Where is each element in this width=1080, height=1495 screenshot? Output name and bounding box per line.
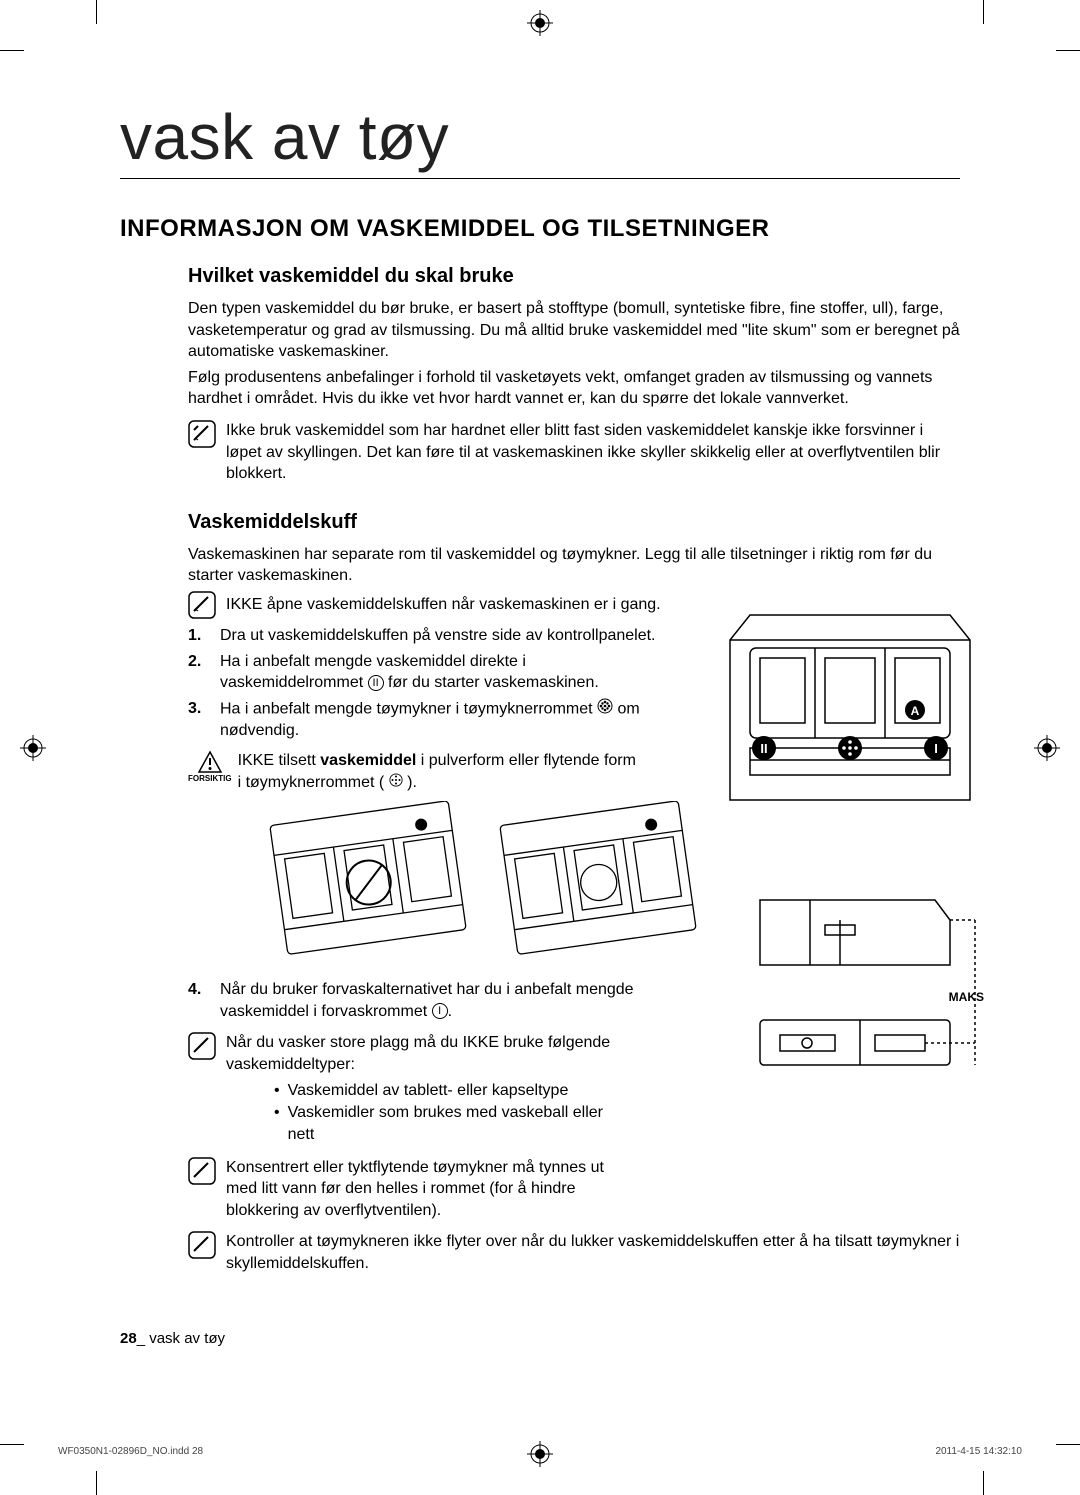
crop-mark — [0, 50, 24, 51]
list-number: 2. — [188, 651, 210, 694]
bullet-icon: • — [274, 1102, 280, 1147]
note-row: Ikke bruk vaskemiddel som har hardnet el… — [188, 420, 960, 485]
paragraph: Følg produsentens anbefalinger i forhold… — [188, 367, 960, 410]
list-number: 1. — [188, 625, 210, 647]
text-span: IKKE tilsett — [238, 752, 321, 769]
section-heading: INFORMASJON OM VASKEMIDDEL OG TILSETNING… — [120, 215, 960, 243]
max-level-illustration: MAKS — [750, 890, 980, 1095]
drawer-usage-illustration — [260, 801, 710, 971]
list-number: 4. — [188, 979, 210, 1022]
max-label: MAKS — [949, 990, 984, 1004]
text-span: Når du bruker forvaskalternativet har du… — [220, 981, 634, 1020]
crop-mark — [983, 1471, 984, 1495]
page-number: 28 — [120, 1330, 137, 1347]
crop-mark — [0, 1444, 24, 1445]
note-icon — [188, 1157, 216, 1185]
note-icon — [188, 1231, 216, 1259]
bullet-item: • Vaskemiddel av tablett- eller kapseltyp… — [274, 1080, 616, 1102]
page-label: _ vask av tøy — [137, 1330, 225, 1347]
paragraph: Vaskemaskinen har separate rom til vaske… — [188, 544, 960, 587]
indd-filename: WF0350N1-02896D_NO.indd 28 — [58, 1446, 203, 1457]
page-content: vask av tøy INFORMASJON OM VASKEMIDDEL O… — [120, 100, 960, 1275]
registration-mark-icon — [1034, 735, 1060, 761]
registration-mark-icon — [527, 10, 553, 36]
note-text: Når du vasker store plagg må du IKKE bru… — [226, 1032, 616, 1146]
crop-mark — [1056, 1444, 1080, 1445]
svg-text:II: II — [760, 741, 767, 756]
bullet-text: Vaskemiddel av tablett- eller kapseltype — [288, 1080, 569, 1102]
note-row: Kontroller at tøymykneren ikke flyter ov… — [188, 1231, 960, 1274]
note-row: Konsentrert eller tyktflytende tøymykner… — [188, 1157, 960, 1222]
list-text: Når du bruker forvaskalternativet har du… — [220, 979, 640, 1022]
note-icon — [188, 1032, 216, 1060]
print-timestamp: 2011-4-15 14:32:10 — [935, 1446, 1022, 1457]
list-number: 3. — [188, 698, 210, 742]
page-footer: 28_ vask av tøy — [120, 1330, 225, 1347]
registration-mark-icon — [20, 735, 46, 761]
detergent-drawer-illustration: II I A — [720, 600, 980, 820]
bullet-icon: • — [274, 1080, 280, 1102]
page-title: vask av tøy — [120, 100, 960, 179]
list-text: Ha i anbefalt mengde vaskemiddel direkte… — [220, 651, 640, 694]
registration-mark-icon — [527, 1441, 553, 1467]
bullet-item: •Vaskemidler som brukes med vaskeball el… — [274, 1102, 616, 1147]
bullet-list: • Vaskemiddel av tablett- eller kapseltyp… — [274, 1080, 616, 1147]
crop-mark — [1056, 50, 1080, 51]
text-span: Når du vasker store plagg må du IKKE bru… — [226, 1034, 610, 1073]
crop-mark — [96, 1471, 97, 1495]
note-icon — [188, 591, 216, 619]
paragraph: Den typen vaskemiddel du bør bruke, er b… — [188, 298, 960, 363]
sub-heading-drawer: Vaskemiddelskuff — [188, 511, 960, 534]
svg-text:A: A — [911, 704, 920, 718]
text-span: før du starter vaskemaskinen. — [384, 674, 599, 691]
text-bold: vaskemiddel — [320, 752, 416, 769]
note-icon — [188, 420, 216, 448]
caution-text: IKKE tilsett vaskemiddel i pulverform el… — [238, 750, 638, 793]
svg-text:I: I — [934, 741, 938, 756]
softener-icon — [389, 772, 403, 794]
text-span: . — [448, 1003, 452, 1020]
note-text: Kontroller at tøymykneren ikke flyter ov… — [226, 1231, 960, 1274]
note-text: Konsentrert eller tyktflytende tøymykner… — [226, 1157, 616, 1222]
compartment-II-icon: II — [368, 675, 384, 691]
text-span: Ha i anbefalt mengde tøymykner i tøymykn… — [220, 700, 597, 717]
compartment-I-icon: I — [432, 1003, 448, 1019]
sub-heading-detergent: Hvilket vaskemiddel du skal bruke — [188, 265, 960, 288]
bullet-text: Vaskemidler som brukes med vaskeball ell… — [288, 1102, 616, 1147]
crop-mark — [96, 0, 97, 24]
softener-icon — [597, 698, 613, 721]
crop-mark — [983, 0, 984, 24]
caution-icon: FORSIKTIG — [188, 750, 232, 783]
list-text: Ha i anbefalt mengde tøymykner i tøymykn… — [220, 698, 640, 742]
caution-label: FORSIKTIG — [188, 774, 232, 783]
note-text: Ikke bruk vaskemiddel som har hardnet el… — [226, 420, 960, 485]
